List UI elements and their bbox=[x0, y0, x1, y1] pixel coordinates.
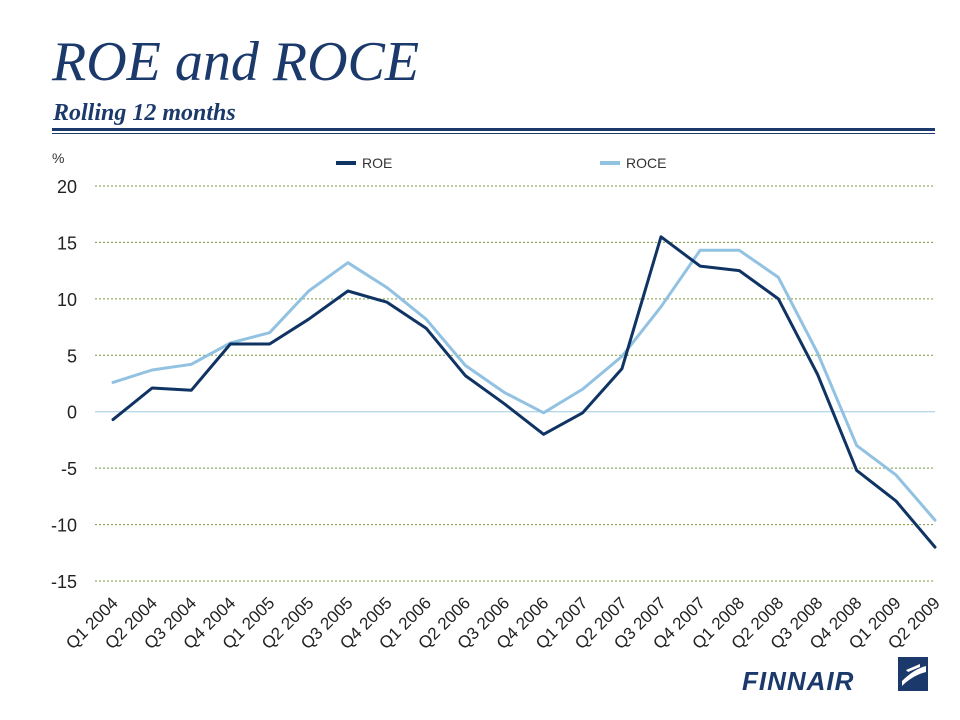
series-line-roce bbox=[111, 248, 937, 522]
page-title: ROE and ROCE bbox=[52, 31, 420, 93]
finnair-logo: FINNAIR bbox=[742, 657, 928, 696]
finnair-wordmark: FINNAIR bbox=[742, 666, 854, 696]
page-subtitle: Rolling 12 months bbox=[53, 100, 236, 126]
y-tick-label: 10 bbox=[57, 290, 77, 310]
y-tick-label: -10 bbox=[51, 516, 77, 536]
y-axis-ticks: 20 15 10 5 0 -5 -10 -15 bbox=[51, 177, 77, 592]
finnair-logo-swoosh bbox=[902, 666, 926, 686]
chart-grid bbox=[95, 185, 935, 582]
y-tick-label: -15 bbox=[51, 572, 77, 592]
y-tick-label: 20 bbox=[57, 177, 77, 197]
legend-label-roce: ROCE bbox=[626, 155, 666, 171]
y-tick-label: 15 bbox=[57, 233, 77, 253]
chart-legend: ROE ROCE bbox=[336, 155, 666, 171]
series-line-roe bbox=[111, 235, 937, 549]
chart-series bbox=[111, 235, 937, 549]
y-tick-label: 0 bbox=[67, 403, 77, 423]
title-rule-thin bbox=[52, 133, 935, 134]
y-tick-label: -5 bbox=[61, 459, 77, 479]
legend-label-roe: ROE bbox=[362, 155, 392, 171]
y-tick-label: 5 bbox=[67, 346, 77, 366]
y-axis-unit: % bbox=[52, 150, 64, 166]
title-rule bbox=[52, 128, 935, 131]
